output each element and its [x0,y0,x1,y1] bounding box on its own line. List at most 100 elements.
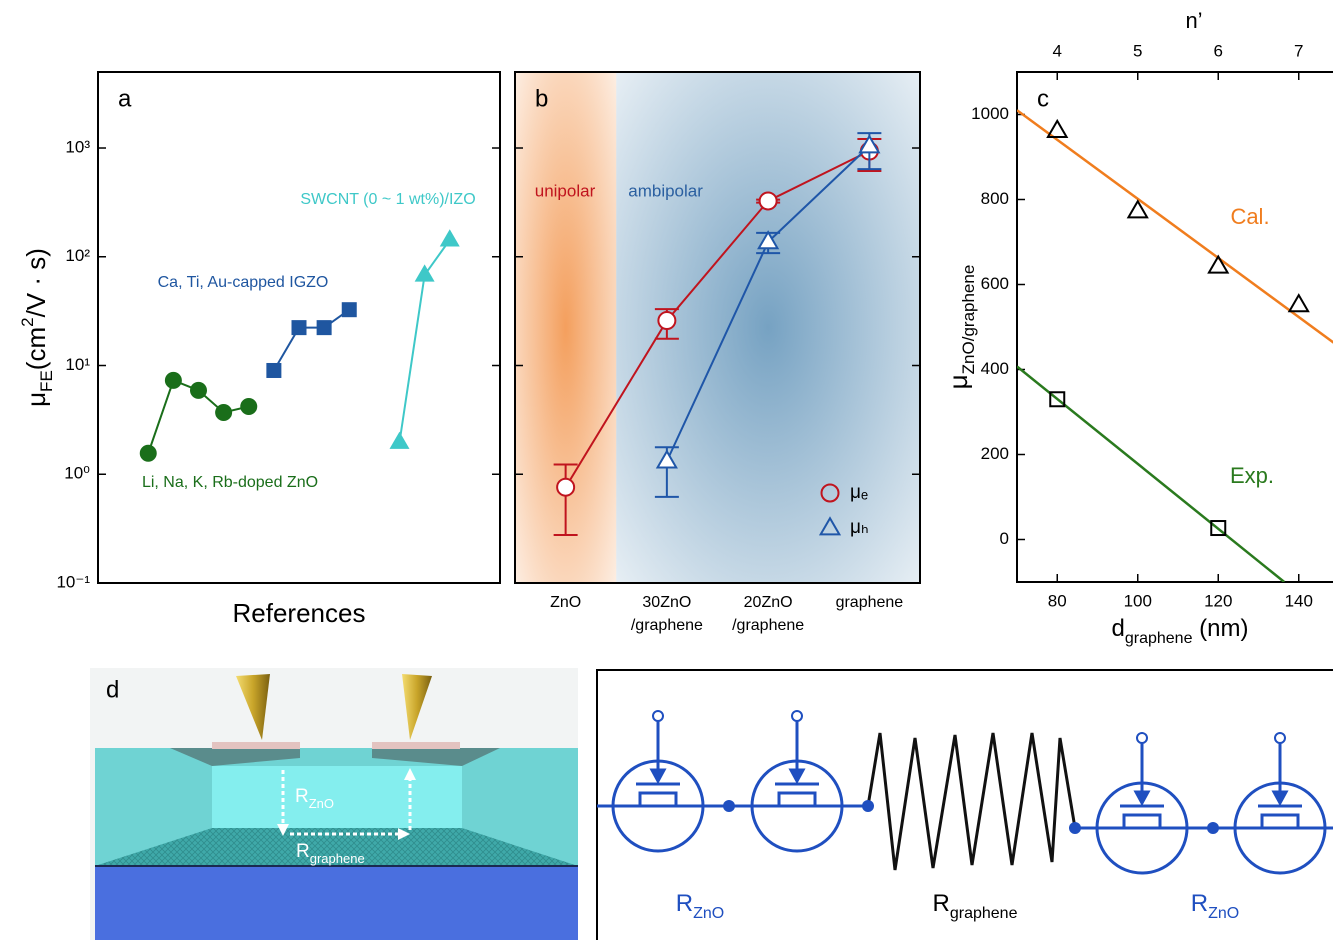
gate-arrow [1274,792,1286,803]
y-axis-title-part: (cm [21,327,51,370]
device-label-part: ZnO [309,796,334,811]
y-axis-title-part: 2 [18,317,37,326]
device-label-part: graphene [310,851,365,866]
marker [267,364,280,377]
x2-tick-label: 4 [1053,41,1062,60]
marker [557,479,574,496]
circuit-panel [597,670,1333,940]
circuit-label-part: ZnO [693,905,724,922]
x2-axis-title: n’ [1185,8,1202,33]
panel-label: a [118,85,132,112]
marker [241,399,256,414]
figure: a10⁻¹10⁰10¹10²10³μFE(cm2/V · s)Reference… [0,0,1333,940]
x-tick-label: 20ZnO [744,594,793,611]
series-label: Cal. [1230,204,1269,229]
x2-tick-label: 5 [1133,41,1142,60]
y-tick-label: 200 [981,444,1009,463]
panel-label: b [535,85,548,112]
x-tick-label: /graphene [631,617,703,634]
circuit-label-part: R [1191,890,1208,917]
y-axis-title-part: FE [37,370,56,392]
marker [141,446,156,461]
series-label: Exp. [1230,463,1274,488]
marker [391,434,408,448]
x-axis-title-part: graphene [1125,630,1193,647]
circuit-label-part: ZnO [1208,905,1239,922]
marker [442,231,459,245]
series-label: SWCNT (0 ~ 1 wt%)/IZO [300,191,475,208]
y-axis-title-part: μ [21,392,51,407]
x-axis-title-part: d [1112,615,1125,642]
channel [613,793,703,806]
circuit-label: RZnO [676,890,724,921]
gate-arrow [1136,792,1148,803]
x2-tick-label: 7 [1294,41,1303,60]
marker [293,321,306,334]
gate-terminal [653,711,663,721]
node-dot [1207,822,1219,834]
circuit-label-part: R [676,890,693,917]
transistor [613,711,703,851]
x-tick-label: 80 [1048,591,1067,610]
marker [760,192,777,209]
y-axis-title-part: μ [943,374,973,389]
gate-terminal [1137,733,1147,743]
x-tick-label: 30ZnO [642,594,691,611]
y-tick-label: 1000 [971,104,1009,123]
marker [191,383,206,398]
node-dot [1069,822,1081,834]
x-tick-label: 140 [1285,591,1313,610]
panel-label: c [1037,85,1049,112]
circuit-label-part: graphene [950,905,1018,922]
marker [216,405,231,420]
gate-arrow [791,770,803,781]
y-tick-label: 600 [981,274,1009,293]
x2-tick-label: 6 [1214,41,1223,60]
transistor [752,711,842,851]
x-axis-title: References [233,598,366,628]
channel [1235,815,1325,828]
plot-frame [1017,72,1333,582]
marker [658,312,675,329]
y-tick-label: 0 [1000,529,1009,548]
x-tick-label: graphene [836,594,904,611]
transistor [1235,733,1325,873]
channel [1097,815,1187,828]
fit-line [1017,110,1333,346]
marker [318,321,331,334]
x-tick-label: ZnO [550,594,581,611]
x-tick-label: 120 [1204,591,1232,610]
device-label-part: R [295,786,309,807]
y-tick-label: 10³ [65,137,90,156]
y-tick-label: 800 [981,189,1009,208]
y-tick-label: 10¹ [65,355,90,374]
device-label-part: R [296,841,310,862]
x-axis-title-part: (nm) [1192,615,1248,642]
legend-label: μₑ [850,482,868,503]
marker [1289,295,1308,311]
node-dot [723,800,735,812]
node-dot [862,800,874,812]
y-axis-title-part: ZnO/graphene [959,265,978,375]
marker [343,303,356,316]
region-label: unipolar [535,181,596,200]
gate-terminal [1275,733,1285,743]
circuit-label: Rgraphene [933,890,1018,921]
y-axis-title: μFE(cm2/V · s) [18,248,56,407]
x-axis-title: dgraphene (nm) [1112,615,1249,646]
series-line [274,310,349,371]
x-tick-label: /graphene [732,617,804,634]
y-axis-title: μZnO/graphene [943,265,978,390]
y-tick-label: 10² [65,246,90,265]
series-label: Ca, Ti, Au-capped IGZO [158,274,329,291]
legend-label: μₕ [850,517,869,538]
y-tick-label: 10⁰ [64,464,90,483]
panel-label: d [106,676,119,703]
series-label: Li, Na, K, Rb-doped ZnO [142,474,318,491]
marker [166,373,181,388]
gate-terminal [792,711,802,721]
circuit-label-part: R [933,890,950,917]
circuit-label: RZnO [1191,890,1239,921]
transistor [1097,733,1187,873]
gate-arrow [652,770,664,781]
